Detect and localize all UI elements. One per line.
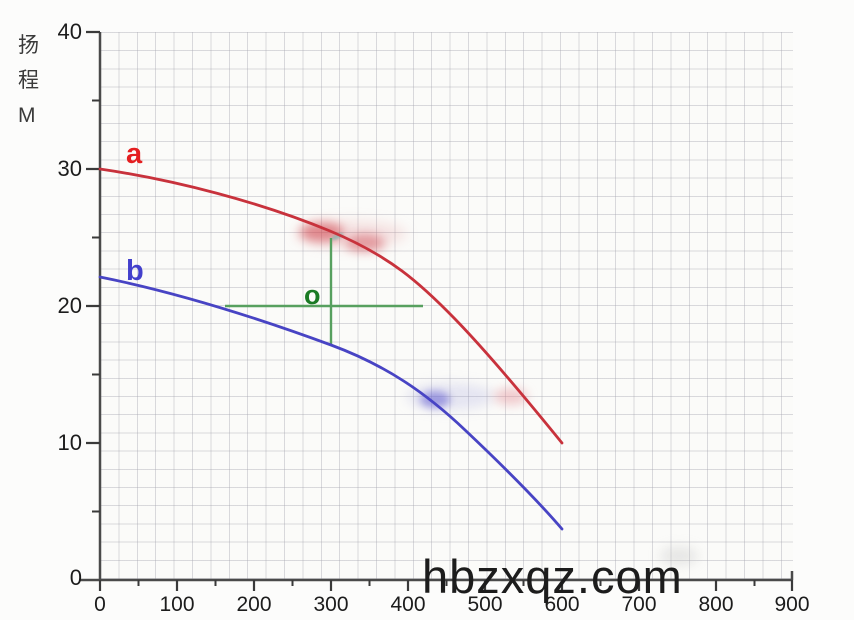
curve-b-label: b	[126, 255, 144, 287]
x-tick-label-200: 200	[236, 593, 272, 616]
y-tick-label-0: 0	[69, 565, 82, 590]
x-tick-label-700: 700	[621, 593, 657, 616]
x-tick-label-900: 900	[774, 593, 810, 616]
y-axis-title-char: 程	[18, 69, 39, 92]
curve-a-path	[98, 167, 564, 445]
x-major-ticks	[98, 580, 794, 591]
x-minor-ticks	[137, 580, 756, 586]
y-minor-ticks	[92, 99, 100, 513]
y-axis-title: 扬 程 M	[18, 34, 39, 128]
plot-grid	[100, 32, 793, 580]
x-tick-label-600: 600	[544, 593, 580, 616]
x-tick-label-100: 100	[159, 593, 195, 616]
y-tick-label-20: 20	[57, 293, 82, 318]
smudge-red-3	[345, 234, 385, 252]
y-tick-label-10: 10	[57, 430, 82, 455]
watermark-text: hbzxqz.com	[422, 550, 683, 603]
curve-b-path	[98, 275, 564, 531]
x-tick-label-400: 400	[390, 593, 426, 616]
x-tick-label-800: 800	[698, 593, 734, 616]
smudge-gray	[660, 547, 698, 565]
operating-point-label: o	[304, 280, 321, 310]
y-tick-label-30: 30	[57, 156, 82, 181]
x-tick-label-0: 0	[94, 593, 106, 616]
x-tick-label-300: 300	[313, 593, 349, 616]
y-major-ticks	[86, 30, 100, 445]
y-tick-label-40: 40	[57, 19, 82, 44]
smudge-blue	[420, 391, 450, 408]
curve-a-label: a	[126, 138, 143, 170]
x-tick-label-500: 500	[467, 593, 503, 616]
y-axis-title-char: M	[18, 104, 36, 127]
y-axis-title-char: 扬	[18, 34, 39, 57]
